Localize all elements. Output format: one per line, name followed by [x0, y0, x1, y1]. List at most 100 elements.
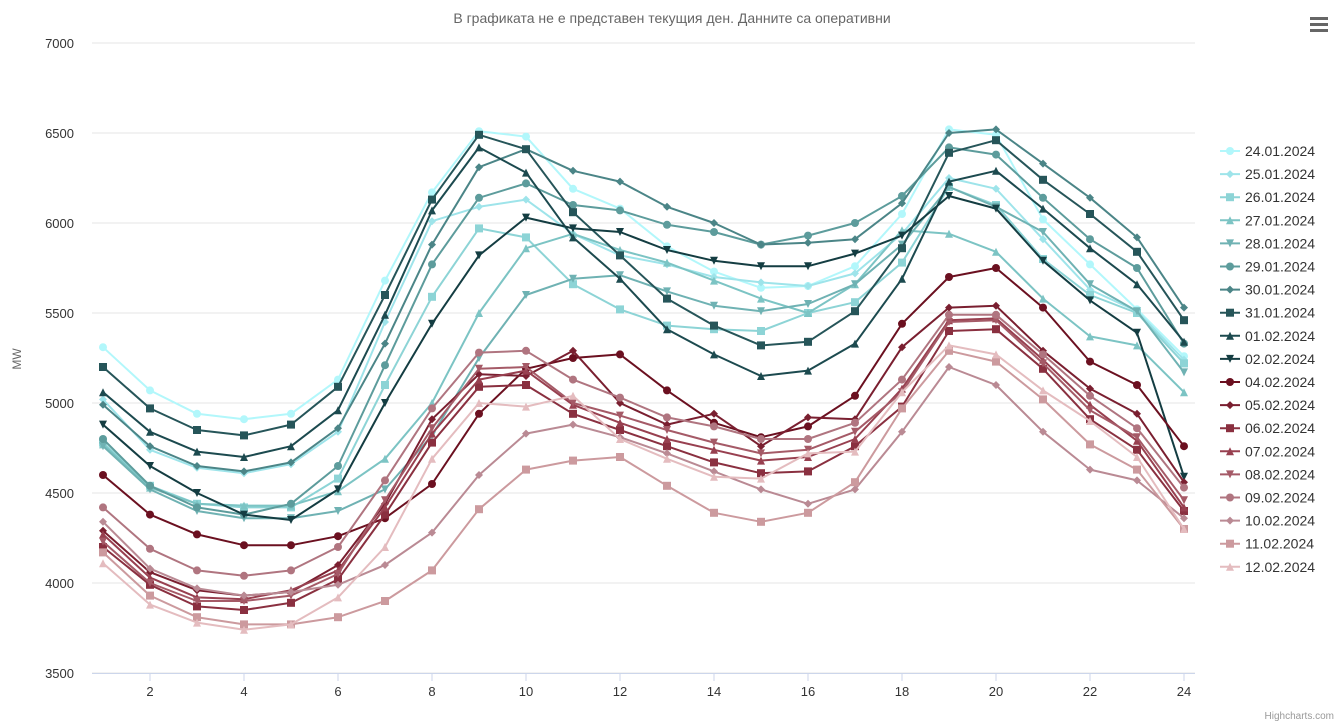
data-point[interactable]: [851, 249, 859, 258]
data-point[interactable]: [475, 471, 483, 479]
data-point[interactable]: [287, 458, 295, 467]
data-point[interactable]: [804, 449, 812, 458]
data-point[interactable]: [99, 400, 107, 409]
data-point[interactable]: [1133, 465, 1141, 474]
data-point[interactable]: [945, 129, 953, 137]
data-point[interactable]: [992, 325, 1000, 334]
data-point[interactable]: [757, 485, 765, 494]
data-point[interactable]: [851, 280, 859, 289]
data-point[interactable]: [1039, 350, 1047, 359]
data-point[interactable]: [1086, 406, 1094, 415]
data-point[interactable]: [757, 262, 765, 271]
data-point[interactable]: [945, 363, 953, 371]
legend-symbol-marker[interactable]: [1226, 447, 1234, 456]
data-point[interactable]: [334, 613, 342, 622]
data-point[interactable]: [804, 309, 812, 317]
data-point[interactable]: [1086, 280, 1094, 289]
data-point[interactable]: [1086, 296, 1094, 305]
data-point[interactable]: [757, 372, 765, 380]
data-point[interactable]: [428, 454, 436, 463]
data-point[interactable]: [99, 420, 107, 429]
data-point[interactable]: [945, 341, 953, 350]
data-point[interactable]: [569, 166, 577, 175]
data-point[interactable]: [1180, 483, 1188, 492]
data-point[interactable]: [475, 224, 483, 233]
data-point[interactable]: [428, 292, 436, 301]
data-point[interactable]: [804, 282, 812, 290]
data-point[interactable]: [99, 442, 107, 451]
credits-link[interactable]: Highcharts.com: [1265, 711, 1334, 721]
data-point[interactable]: [1180, 303, 1188, 312]
data-point[interactable]: [146, 591, 154, 600]
data-point[interactable]: [1039, 159, 1047, 168]
data-point[interactable]: [287, 588, 295, 596]
data-point[interactable]: [992, 357, 1000, 366]
data-point[interactable]: [663, 287, 671, 296]
data-point[interactable]: [757, 341, 765, 350]
data-point[interactable]: [757, 283, 765, 292]
data-point[interactable]: [804, 499, 812, 508]
data-point[interactable]: [475, 309, 483, 317]
data-point[interactable]: [522, 363, 530, 371]
data-point[interactable]: [757, 469, 765, 478]
data-point[interactable]: [146, 510, 154, 519]
data-point[interactable]: [1039, 235, 1047, 244]
data-point[interactable]: [616, 393, 624, 402]
data-point[interactable]: [569, 201, 577, 209]
data-point[interactable]: [710, 301, 718, 310]
data-point[interactable]: [1133, 476, 1141, 485]
data-point[interactable]: [334, 462, 342, 470]
data-point[interactable]: [1133, 424, 1141, 433]
data-point[interactable]: [1180, 496, 1188, 505]
data-point[interactable]: [99, 363, 107, 371]
data-point[interactable]: [851, 235, 859, 244]
legend-symbol-marker[interactable]: [1226, 470, 1234, 479]
data-point[interactable]: [710, 467, 718, 476]
data-point[interactable]: [334, 532, 342, 541]
data-point[interactable]: [428, 528, 436, 537]
data-point[interactable]: [381, 476, 389, 485]
legend-item[interactable]: 10.02.2024: [1220, 513, 1315, 529]
data-point[interactable]: [1039, 427, 1047, 436]
data-point[interactable]: [992, 310, 1000, 319]
data-point[interactable]: [1039, 386, 1047, 395]
data-point[interactable]: [146, 544, 154, 553]
data-point[interactable]: [334, 485, 342, 494]
legend-item[interactable]: 11.02.2024: [1220, 536, 1314, 552]
data-point[interactable]: [522, 381, 530, 389]
legend-symbol-marker[interactable]: [1226, 262, 1234, 271]
legend-symbol-marker[interactable]: [1226, 216, 1234, 225]
data-point[interactable]: [99, 559, 107, 568]
legend-symbol-marker[interactable]: [1226, 401, 1234, 410]
data-point[interactable]: [522, 402, 530, 411]
data-point[interactable]: [898, 404, 906, 413]
data-point[interactable]: [851, 307, 859, 316]
data-point[interactable]: [757, 442, 765, 451]
data-point[interactable]: [569, 280, 577, 289]
data-point[interactable]: [616, 177, 624, 186]
data-point[interactable]: [240, 541, 248, 550]
data-point[interactable]: [193, 447, 201, 456]
data-point[interactable]: [898, 343, 906, 352]
data-point[interactable]: [146, 462, 154, 470]
data-point[interactable]: [1039, 228, 1047, 236]
data-point[interactable]: [710, 508, 718, 517]
data-point[interactable]: [898, 375, 906, 384]
data-point[interactable]: [475, 163, 483, 172]
data-point[interactable]: [240, 620, 248, 629]
data-point[interactable]: [569, 399, 577, 407]
data-point[interactable]: [428, 424, 436, 433]
data-point[interactable]: [1039, 204, 1047, 213]
data-point[interactable]: [522, 346, 530, 355]
data-point[interactable]: [1086, 417, 1094, 425]
data-point[interactable]: [757, 307, 765, 316]
data-point[interactable]: [1180, 514, 1188, 523]
data-point[interactable]: [804, 262, 812, 271]
data-point[interactable]: [945, 318, 953, 326]
data-point[interactable]: [287, 620, 295, 629]
data-point[interactable]: [1133, 409, 1141, 418]
data-point[interactable]: [1086, 260, 1094, 269]
data-point[interactable]: [475, 202, 483, 211]
data-point[interactable]: [240, 431, 248, 440]
data-point[interactable]: [381, 291, 389, 299]
